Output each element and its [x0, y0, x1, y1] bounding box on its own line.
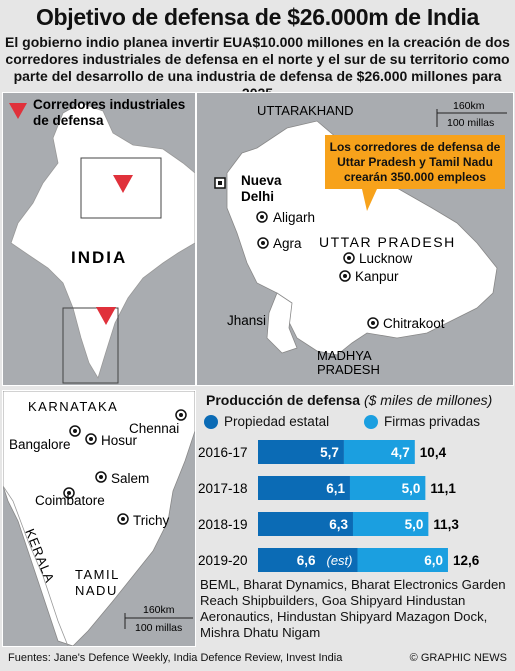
- north-map-panel: UTTARAKHAND UTTAR PRADESH MADHYA PRADESH …: [196, 92, 514, 386]
- category-label: 2016-17: [198, 445, 248, 460]
- bar-private: [357, 548, 448, 572]
- credit: © GRAPHIC NEWS: [409, 652, 507, 664]
- south-inset-box: [62, 307, 119, 384]
- callout-box: [325, 135, 505, 189]
- city-coimbatore-label: Coimbatore: [35, 493, 105, 508]
- south-corridor-marker: [96, 307, 116, 325]
- india-country-label: INDIA: [71, 248, 127, 267]
- india-map: Corredores industriales de defensa INDIA: [9, 97, 195, 384]
- legend-private-swatch: [364, 414, 378, 429]
- madhya-label: MADHYA PRADESH: [317, 348, 380, 377]
- south-map: KARNATAKA KERALA TAMIL NADU ChennaiBangal…: [3, 391, 195, 646]
- legend-marker-icon: [9, 103, 27, 119]
- chart-unit: ($ miles de millones): [363, 392, 493, 408]
- south-map-panel: KARNATAKA KERALA TAMIL NADU Chennai Bangal…: [2, 390, 196, 647]
- kerala-border: [3, 485, 69, 646]
- bar-total-label: 11,3: [433, 517, 459, 532]
- bar-private: [343, 440, 415, 464]
- defense-production-chart: Producción de defensa ($ miles de millon…: [196, 390, 512, 645]
- tamil-nadu-label: TAMIL NADU: [75, 567, 120, 598]
- bar-value-label: 6,6: [297, 553, 316, 568]
- city-aligarh-label: Aligarh: [273, 210, 315, 225]
- chart-title: Producción de defensa ($ miles de millon…: [206, 392, 492, 408]
- legend-private-label: Firmas privadas: [384, 414, 481, 429]
- bar-total-label: 11,1: [430, 481, 456, 496]
- capital-label: Nueva Delhi: [241, 173, 282, 204]
- karnataka-label: KARNATAKA: [28, 399, 118, 414]
- estimate-annotation: (est): [327, 553, 353, 568]
- south-scale-km: 160km: [143, 604, 175, 616]
- bar-value-label: 5,7: [320, 445, 339, 460]
- bar-state: [258, 548, 358, 572]
- category-label: 2017-18: [198, 481, 248, 496]
- india-map-panel: Corredores industriales de defensa INDIA: [2, 92, 196, 386]
- bar-value-label: 6,0: [424, 553, 443, 568]
- bar-private: [349, 476, 426, 500]
- bar-value-label: 4,7: [391, 445, 410, 460]
- callout-text: Los corredores de defensa de Uttar Prades…: [330, 140, 501, 184]
- north-corridor-marker: [113, 175, 133, 193]
- city-hosur-label: Hosur: [101, 433, 138, 448]
- south-landmass: [3, 391, 195, 646]
- page-title: Objetivo de defensa de $26.000m de India: [35, 4, 480, 30]
- bar-value-label: 6,3: [329, 517, 348, 532]
- north-inset-box: [80, 157, 162, 219]
- north-scale-km: 160km: [453, 100, 485, 112]
- legend-label: Corredores industriales de defensa: [33, 97, 189, 128]
- category-label: 2018-19: [198, 517, 248, 532]
- city-kanpur-label: Kanpur: [355, 269, 399, 284]
- bar-private: [352, 512, 429, 536]
- bar-value-label: 6,1: [326, 481, 345, 496]
- legend-state-label: Propiedad estatal: [224, 414, 330, 429]
- north-scale-mi: 100 millas: [447, 117, 494, 129]
- city-trichy-label: Trichy: [133, 513, 169, 528]
- callout-pointer: [362, 189, 377, 211]
- city-chennai-label: Chennai: [129, 421, 179, 436]
- uttarakhand-label: UTTARAKHAND: [257, 103, 354, 118]
- city-lucknow-label: Lucknow: [359, 251, 413, 266]
- bar-state: [258, 476, 350, 500]
- bar-state: [258, 512, 353, 536]
- company-list: BEML, Bharat Dynamics, Bharat Electronic…: [200, 577, 506, 640]
- city-salem-label: Salem: [111, 471, 149, 486]
- north-map: UTTARAKHAND UTTAR PRADESH MADHYA PRADESH …: [214, 100, 507, 377]
- legend-state-swatch: [204, 414, 218, 429]
- chart-title-text: Producción de defensa: [206, 392, 361, 408]
- city-bangalore-label: Bangalore: [9, 437, 71, 452]
- bar-chart-svg: 2016-17 5,7 4,7 10,4 2017-18 6,1 5,0 11,1 2018-1…: [198, 440, 480, 572]
- jhansi-label: Jhansi: [227, 313, 266, 328]
- city-chitrakoot-label: Chitrakoot: [383, 316, 445, 331]
- india-landmass: [10, 102, 195, 379]
- bar-total-label: 10,4: [420, 445, 447, 460]
- source-note: Fuentes: Jane's Defence Weekly, India De…: [8, 652, 343, 664]
- south-scale-mi: 100 millas: [135, 622, 182, 634]
- uttar-pradesh-landmass: [226, 120, 498, 356]
- bar-state: [258, 440, 344, 464]
- city-agra-label: Agra: [273, 236, 302, 251]
- uttar-pradesh-label: UTTAR PRADESH: [319, 234, 456, 250]
- legend-private: Firmas privadas: [364, 414, 480, 429]
- bar-total-label: 12,6: [453, 553, 480, 568]
- jhansi-lobe: [266, 292, 298, 354]
- bar-value-label: 5,0: [402, 481, 421, 496]
- category-label: 2019-20: [198, 553, 248, 568]
- legend-state: Propiedad estatal: [204, 414, 329, 429]
- bar-value-label: 5,0: [405, 517, 424, 532]
